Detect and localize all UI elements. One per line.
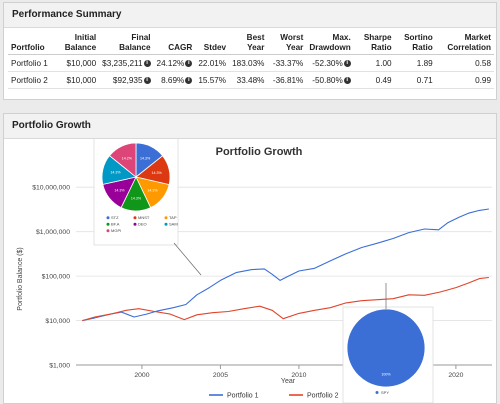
header-sharpe-ratio: Sharpe Ratio	[353, 32, 395, 55]
header-worst-year: Worst Year	[267, 32, 307, 55]
cagr-cell: 8.69% i	[153, 71, 196, 89]
performance-summary-panel: Performance Summary Portfolio Initial Ba…	[3, 2, 497, 100]
info-circle-icon[interactable]: i	[185, 59, 193, 67]
best-year: 33.48%	[229, 71, 268, 89]
pie-legend-label: TAP	[169, 215, 177, 220]
info-circle-icon[interactable]: i	[185, 76, 193, 84]
portfolio-growth-panel: Portfolio Growth $1,000 $10,000 $100,000 $1…	[3, 113, 497, 404]
header-sortino-ratio: Sortino Ratio	[394, 32, 436, 55]
pie-legend-swatch	[106, 222, 110, 226]
final-balance-cell: $92,935 i	[99, 71, 154, 89]
pie-slice-label: 14.3%	[140, 157, 151, 161]
initial-balance: $10,000	[58, 54, 100, 72]
pie-slice-label: 14.2%	[122, 156, 133, 160]
market-correlation: 0.58	[435, 54, 494, 72]
pie-legend-swatch	[164, 222, 168, 226]
series-line-portfolio-2	[82, 276, 489, 322]
pie-legend-swatch	[133, 222, 137, 226]
y-axis-label: Portfolio Balance ($)	[17, 247, 24, 310]
legend-label[interactable]: Portfolio 1	[227, 393, 259, 400]
y-tick-label: $100,000	[42, 274, 71, 281]
pie-legend-swatch	[164, 216, 168, 220]
pie-slice	[108, 142, 137, 178]
pie-slice-label: 14.3%	[151, 171, 162, 175]
header-max-drawdown: Max. Drawdown	[306, 32, 354, 55]
info-circle-icon[interactable]: i	[143, 59, 151, 67]
pie-legend-swatch	[106, 229, 110, 233]
pie-slice-label: 100%	[381, 372, 391, 376]
sortino-ratio: 0.71	[394, 71, 436, 89]
sortino-ratio: 1.89	[394, 54, 436, 72]
portfolio-name: Portfolio 1	[8, 54, 59, 72]
info-circle-icon[interactable]: i	[343, 59, 351, 67]
pie-legend-label: DEO	[138, 222, 147, 227]
market-correlation: 0.99	[435, 71, 494, 89]
header-initial-balance: Initial Balance	[58, 32, 100, 55]
legend-label[interactable]: Portfolio 2	[307, 393, 339, 400]
worst-year: -33.37%	[267, 54, 307, 72]
pie-legend-swatch	[106, 216, 110, 220]
worst-year: -36.81%	[267, 71, 307, 89]
drawdown-cell: -50.80% i	[306, 71, 354, 89]
initial-balance: $10,000	[58, 71, 100, 89]
info-circle-icon[interactable]: i	[343, 76, 351, 84]
table-row: Portfolio 2 $10,000 $92,935 i 8.69% i 15.5…	[8, 71, 494, 89]
chart-title: Portfolio Growth	[216, 146, 303, 158]
info-circle-icon[interactable]: i	[143, 76, 151, 84]
max-drawdown: -52.30%	[312, 58, 343, 68]
final-balance: $92,935	[112, 75, 143, 85]
pie-legend-label: MGPI	[111, 228, 121, 233]
pie-legend-swatch	[375, 391, 379, 394]
pie-slice-label: 14.3%	[114, 189, 125, 193]
y-tick-label: $1,000,000	[36, 229, 70, 236]
final-balance-cell: $3,235,211 i	[99, 54, 154, 72]
pie-legend-label: SPY	[381, 390, 389, 395]
x-tick-label: 2010	[291, 372, 306, 379]
series-line-portfolio-1	[82, 208, 489, 322]
table-header-row: Portfolio Initial Balance Final Balance …	[8, 32, 494, 55]
y-tick-label: $10,000	[45, 318, 70, 325]
pie-legend-swatch	[133, 216, 137, 220]
cagr-cell: 24.12% i	[153, 54, 196, 72]
best-year: 183.03%	[229, 54, 268, 72]
x-tick-label: 2000	[134, 372, 149, 379]
header-market-correlation: Market Correlation	[435, 32, 494, 55]
table-row: Portfolio 1 $10,000 $3,235,211 i 24.12% i …	[8, 54, 494, 72]
header-portfolio: Portfolio	[8, 32, 59, 55]
performance-summary-table: Portfolio Initial Balance Final Balance …	[8, 32, 494, 89]
y-tick-label: $1,000	[49, 363, 70, 370]
drawdown-cell: -52.30% i	[306, 54, 354, 72]
cagr: 8.69%	[161, 75, 185, 85]
performance-summary-title: Performance Summary	[4, 3, 496, 28]
pie-legend-label: MNST	[138, 215, 150, 220]
pie-slice-label: 14.3%	[147, 189, 158, 193]
portfolio-name: Portfolio 2	[8, 71, 59, 89]
annotation-arrow-portfolio-1	[173, 242, 202, 276]
x-tick-label: 2005	[213, 372, 228, 379]
pie-legend-label: SAM	[169, 222, 178, 227]
header-cagr: CAGR	[153, 32, 196, 55]
x-axis-label: Year	[281, 378, 296, 385]
cagr: 24.12%	[156, 58, 185, 68]
stdev: 15.57%	[195, 71, 230, 89]
pie-legend-label: BF.A	[111, 222, 120, 227]
pie-slice-label: 14.3%	[110, 171, 121, 175]
y-tick-label: $10,000,000	[32, 185, 70, 192]
portfolio-growth-chart: $1,000 $10,000 $100,000 $1,000,000 $10,000,0…	[17, 139, 492, 403]
sharpe-ratio: 0.49	[353, 71, 395, 89]
max-drawdown: -50.80%	[312, 75, 343, 85]
final-balance: $3,235,211	[102, 58, 143, 68]
pie-legend-label: STZ	[111, 215, 119, 220]
header-best-year: Best Year	[229, 32, 268, 55]
sharpe-ratio: 1.00	[353, 54, 395, 72]
stdev: 22.01%	[195, 54, 230, 72]
x-tick-label: 2020	[448, 372, 463, 379]
portfolio-growth-header: Portfolio Growth	[4, 114, 496, 139]
header-stdev: Stdev	[195, 32, 230, 55]
header-final-balance: Final Balance	[99, 32, 154, 55]
pie-slice-label: 14.3%	[131, 197, 142, 201]
